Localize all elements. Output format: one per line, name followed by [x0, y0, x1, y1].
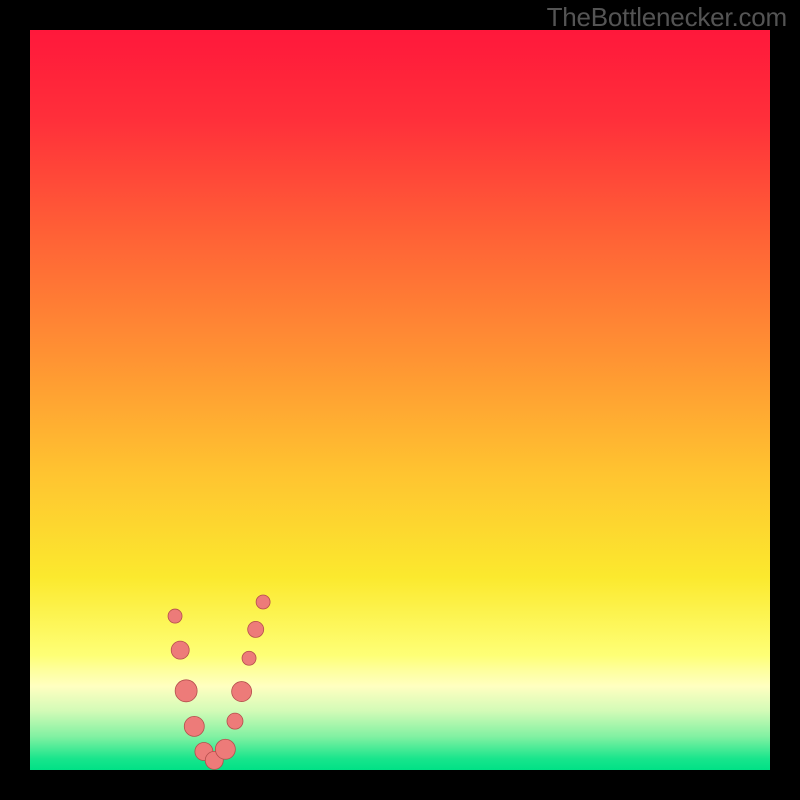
data-marker: [215, 739, 235, 759]
data-marker: [227, 713, 243, 729]
data-markers: [168, 595, 270, 769]
watermark-text: TheBottlenecker.com: [547, 2, 787, 33]
data-marker: [248, 621, 264, 637]
chart-svg: [0, 0, 800, 800]
data-marker: [184, 716, 204, 736]
chart-stage: TheBottlenecker.com: [0, 0, 800, 800]
data-marker: [171, 641, 189, 659]
data-marker: [175, 680, 197, 702]
data-marker: [168, 609, 182, 623]
data-marker: [232, 682, 252, 702]
data-marker: [256, 595, 270, 609]
data-marker: [242, 651, 256, 665]
